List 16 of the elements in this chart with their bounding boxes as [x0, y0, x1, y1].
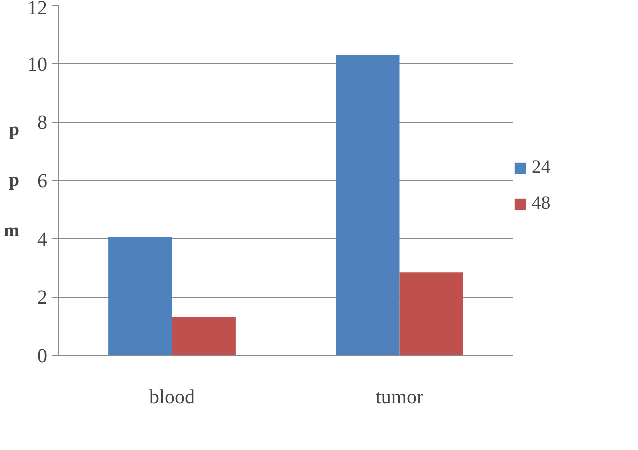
x-tick-label: blood — [149, 386, 196, 408]
y-tick-label: 0 — [38, 346, 48, 368]
y-tick-label: 4 — [38, 228, 48, 251]
y-tick-label: 2 — [38, 287, 48, 310]
x-tick-label: tumor — [376, 386, 424, 408]
text: ppm — [4, 120, 20, 242]
legend-label: 24 — [532, 157, 552, 179]
legend-label: 48 — [532, 193, 552, 215]
bar — [336, 55, 400, 356]
bar — [400, 272, 464, 356]
bar — [172, 317, 236, 356]
y-tick-label: 12 — [28, 0, 48, 20]
bar — [108, 237, 172, 356]
y-tick-label: 10 — [28, 54, 48, 76]
y-tick-label: 6 — [38, 170, 48, 192]
y-tick-label: 8 — [38, 112, 48, 134]
